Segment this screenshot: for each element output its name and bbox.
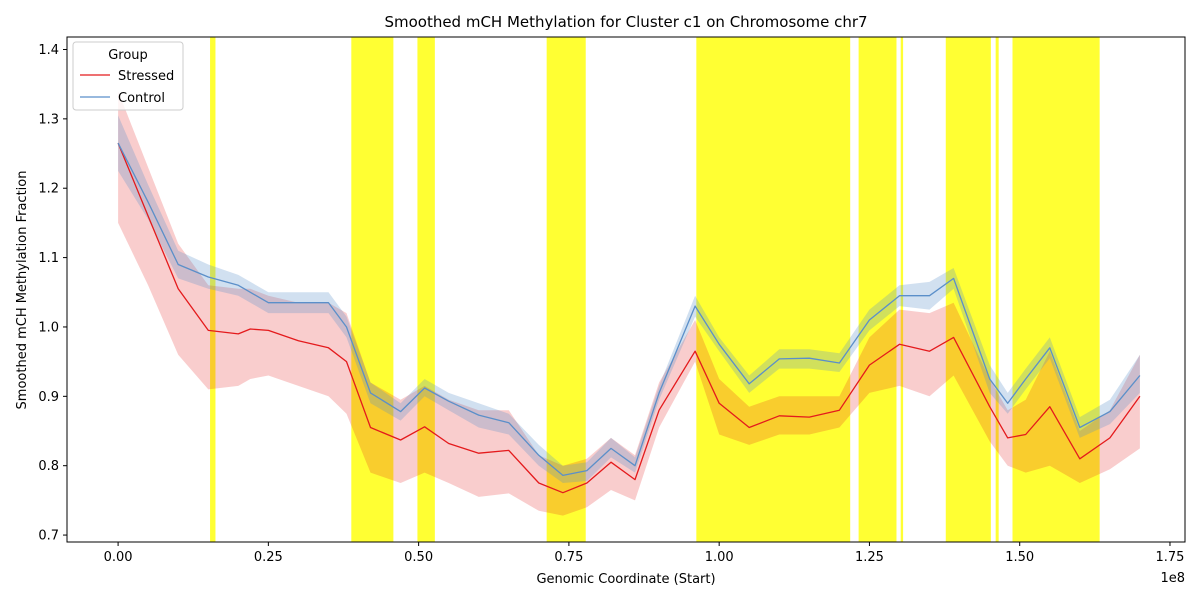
y-axis-ticks: 0.7 0.8 0.9 1.0 1.1 1.2 1.3 1.4	[38, 43, 67, 544]
legend-title: Group	[108, 48, 148, 63]
x-tick-label: 1.25	[855, 550, 884, 565]
y-tick-label: 1.1	[38, 251, 59, 266]
plot-frame	[66, 36, 1186, 543]
legend-label-control: Control	[118, 91, 165, 106]
series-lines	[117, 142, 1141, 494]
x-tick-label: 1.00	[705, 550, 734, 565]
x-tick-label: 0.50	[404, 550, 433, 565]
chart-title: Smoothed mCH Methylation for Cluster c1 …	[384, 13, 867, 31]
highlight-region	[1012, 37, 1100, 542]
y-tick-label: 1.3	[38, 112, 59, 127]
line-control	[117, 142, 1141, 477]
y-axis-label: Smoothed mCH Methylation Fraction	[15, 171, 30, 410]
highlight-region	[858, 37, 897, 542]
highlight-region	[351, 37, 394, 542]
highlight-region	[546, 37, 586, 542]
highlight-region	[696, 37, 851, 542]
confidence-bands	[118, 91, 1140, 516]
x-tick-label: 0.75	[554, 550, 583, 565]
highlight-region	[995, 37, 999, 542]
highlight-region	[210, 37, 216, 542]
x-tick-label: 1.50	[1005, 550, 1034, 565]
y-tick-label: 1.2	[38, 182, 59, 197]
legend-label-stressed: Stressed	[118, 69, 174, 84]
x-tick-label: 0.00	[104, 550, 133, 565]
y-tick-label: 1.0	[38, 320, 59, 335]
highlight-region	[417, 37, 435, 542]
band-control	[118, 115, 1140, 484]
x-tick-label: 1.75	[1155, 550, 1184, 565]
highlight-region	[945, 37, 991, 542]
x-axis-ticks: 0.00 0.25 0.50 0.75 1.00 1.25 1.50 1.75	[104, 542, 1184, 565]
legend-box	[72, 41, 184, 111]
line-stressed	[117, 142, 1141, 494]
band-stressed	[118, 91, 1140, 516]
y-tick-label: 0.9	[38, 390, 59, 405]
x-axis-label: Genomic Coordinate (Start)	[536, 572, 715, 587]
legend: Group Stressed Control	[72, 41, 184, 111]
x-axis-offset-label: 1e8	[1160, 571, 1185, 586]
y-tick-label: 0.8	[38, 459, 59, 474]
y-tick-label: 1.4	[38, 43, 59, 58]
highlight-regions	[210, 37, 1100, 542]
y-tick-label: 0.7	[38, 529, 59, 544]
x-tick-label: 0.25	[254, 550, 283, 565]
highlight-region	[900, 37, 904, 542]
